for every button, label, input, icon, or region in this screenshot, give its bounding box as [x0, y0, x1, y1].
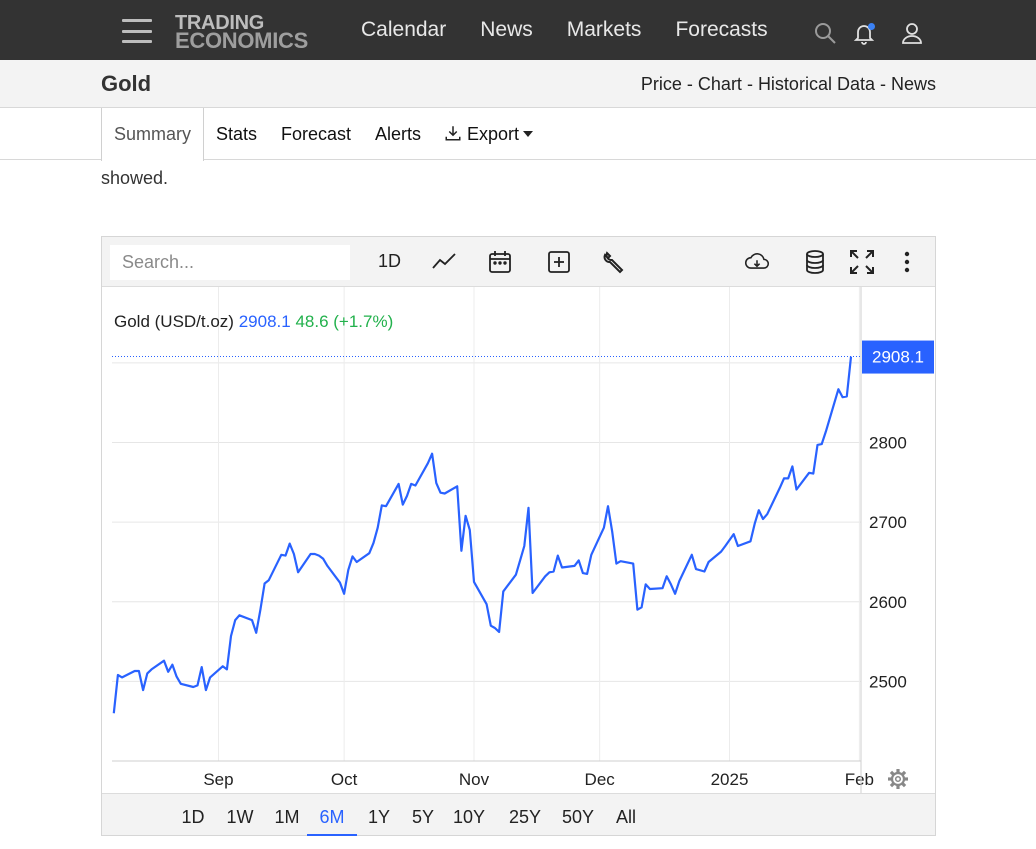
subnav-historical-data[interactable]: Historical Data [757, 74, 875, 94]
database-icon[interactable] [802, 249, 828, 275]
breadcrumb: Price - Chart - Historical Data - News [641, 74, 936, 95]
logo[interactable]: TRADING ECONOMICS [175, 12, 308, 53]
y-tick-label: 2600 [869, 593, 907, 612]
chart-toolbar: 1D [102, 237, 935, 287]
range-button-1w[interactable]: 1W [226, 807, 254, 827]
title-bar: Gold Price - Chart - Historical Data - News [0, 60, 1036, 108]
cloud-download-icon[interactable] [744, 249, 774, 275]
y-tick-label: 2500 [869, 672, 907, 691]
legend-change: 48.6 (+1.7%) [295, 312, 393, 331]
user-account-icon[interactable] [900, 21, 924, 45]
logo-line1: TRADING [175, 12, 265, 34]
subnav-price[interactable]: Price [640, 74, 682, 94]
range-button-1d[interactable]: 1D [181, 807, 205, 827]
tab-forecast[interactable]: Forecast [281, 124, 352, 144]
tab-alerts[interactable]: Alerts [375, 124, 422, 144]
nav-links: Calendar News Markets Forecasts [344, 0, 785, 60]
x-tick-label: Oct [331, 770, 358, 789]
price-chart[interactable]: 2500 2600 2700 2800 Sep Oct Nov Dec 2025 Feb 2908.… [102, 287, 935, 793]
interval-button[interactable]: 1D [378, 251, 402, 271]
subnav-separator: - [746, 74, 753, 94]
range-button-1y[interactable]: 1Y [367, 807, 391, 827]
range-button-50y[interactable]: 50Y [561, 807, 595, 827]
tab-summary[interactable]: Summary [101, 108, 204, 161]
calendar-icon[interactable] [487, 249, 513, 275]
x-tick-label: Dec [585, 770, 616, 789]
range-bar: 1D 1W 1M 6M 1Y 5Y 10Y 25Y 50Y All [102, 793, 935, 836]
y-tick-label: 2700 [869, 513, 907, 532]
subnav-news[interactable]: News [890, 74, 936, 94]
body-text: showed. [101, 168, 169, 188]
nav-link-markets[interactable]: Markets [566, 18, 642, 41]
chart-type-line-icon[interactable] [431, 249, 457, 275]
legend-series-name: Gold (USD/t.oz) [114, 312, 239, 331]
gear-icon[interactable] [888, 769, 908, 789]
range-button-25y[interactable]: 25Y [508, 807, 542, 827]
search-icon[interactable] [813, 21, 837, 45]
subnav-chart[interactable]: Chart [697, 74, 742, 94]
range-button-10y[interactable]: 10Y [452, 807, 486, 827]
last-value-badge-label: 2908.1 [872, 348, 924, 367]
add-indicator-icon[interactable] [546, 249, 572, 275]
nav-link-calendar[interactable]: Calendar [361, 18, 447, 41]
last-value-badge [862, 340, 934, 374]
series-line-gold [112, 356, 853, 714]
range-button-1m[interactable]: 1M [274, 807, 300, 827]
range-button-5y[interactable]: 5Y [411, 807, 435, 827]
logo-line2: ECONOMICS [175, 28, 308, 53]
legend-last-value: 2908.1 [239, 312, 296, 331]
range-button-6m[interactable]: 6M [307, 794, 357, 836]
range-button-all[interactable]: All [615, 807, 636, 827]
more-options-icon[interactable] [894, 249, 910, 275]
notification-dot [868, 23, 875, 30]
x-tick-label: Feb [845, 770, 874, 789]
tab-export[interactable]: Export [444, 108, 534, 160]
download-icon [445, 126, 461, 141]
nav-link-forecasts[interactable]: Forecasts [675, 18, 768, 41]
chevron-down-icon [523, 130, 534, 137]
hamburger-menu-icon[interactable] [122, 19, 152, 43]
x-tick-label: Nov [459, 770, 490, 789]
subnav-separator: - [686, 74, 693, 94]
chart-search-input[interactable] [110, 245, 350, 280]
page-title: Gold [101, 71, 152, 96]
notification-bell-icon[interactable] [852, 21, 876, 45]
wrench-icon[interactable] [601, 249, 627, 275]
subnav-separator: - [879, 74, 886, 94]
chart-legend: Gold (USD/t.oz) 2908.1 48.6 (+1.7%) [114, 312, 393, 331]
x-tick-label: 2025 [711, 770, 749, 789]
chart-widget: 1D 2500 2600 2700 2800 Sep Oct Nov Dec 2025 Feb 29… [101, 236, 936, 836]
nav-link-news[interactable]: News [480, 18, 533, 41]
y-tick-label: 2800 [869, 434, 907, 453]
export-label: Export [467, 124, 520, 144]
tab-stats[interactable]: Stats [216, 124, 258, 144]
top-nav: TRADING ECONOMICS Calendar News Markets … [0, 0, 1036, 60]
tab-bar: Summary Stats Forecast Alerts Export [0, 108, 1036, 161]
fullscreen-icon[interactable] [849, 249, 875, 275]
x-tick-label: Sep [203, 770, 233, 789]
